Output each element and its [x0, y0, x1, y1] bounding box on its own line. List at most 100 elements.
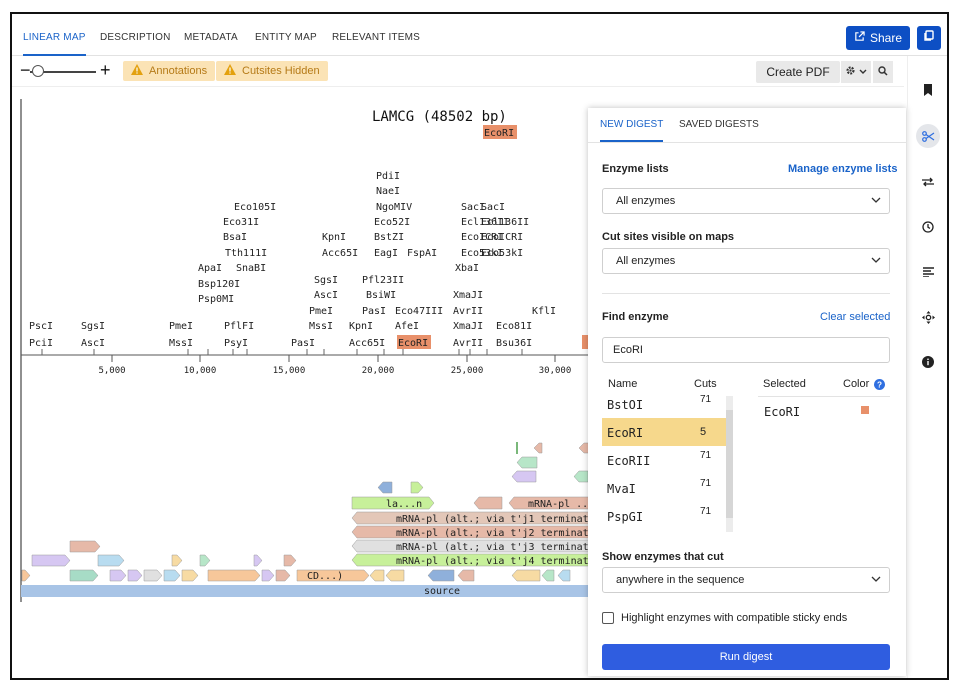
selected-enzyme-color-swatch[interactable]	[861, 406, 869, 414]
tab-linear-map[interactable]: LINEAR MAP	[23, 14, 86, 56]
copy-button[interactable]	[917, 26, 941, 50]
zoom-slider-handle[interactable]	[32, 65, 44, 77]
enzyme-label: Eco53kI	[461, 248, 503, 259]
clear-selected-link[interactable]: Clear selected	[820, 311, 891, 323]
chevron-down-icon	[859, 66, 867, 78]
enzyme-label: SacI	[461, 202, 485, 213]
cut-sites-value: All enzymes	[616, 255, 676, 267]
cutsites-toggle[interactable]: Cutsites Hidden	[216, 61, 328, 81]
enzyme-label: Pfl23II	[362, 275, 404, 286]
swap-icon[interactable]	[916, 170, 940, 194]
help-icon[interactable]: ?	[874, 377, 885, 395]
enzyme-label: SacI	[481, 202, 505, 213]
enzyme-name: PspGI	[607, 510, 644, 524]
tab-metadata[interactable]: METADATA	[184, 32, 238, 43]
highlight-sticky-ends-checkbox[interactable]	[602, 612, 614, 624]
zoom-out-icon[interactable]: −	[20, 60, 31, 80]
enzyme-label: NgoMIV	[376, 202, 412, 213]
enzyme-label: XmaJI	[453, 290, 483, 301]
enzyme-name: BstOI	[607, 398, 644, 412]
show-enzymes-select[interactable]: anywhere in the sequence	[602, 567, 890, 593]
scroll-thumb[interactable]	[726, 410, 733, 518]
enzyme-row[interactable]: MvaI 71	[602, 474, 726, 502]
feature-arrow	[541, 569, 555, 582]
enzyme-label: SgsI	[314, 275, 338, 286]
tab-new-digest[interactable]: NEW DIGEST	[600, 108, 664, 142]
feature-mrna-alt	[351, 539, 593, 553]
enzyme-list-select[interactable]: All enzymes	[602, 188, 890, 214]
move-arrows-icon[interactable]	[916, 305, 940, 329]
col-color-header: Color	[843, 378, 870, 390]
feature-source	[21, 585, 591, 597]
enzyme-label: PscI	[29, 321, 53, 332]
enzyme-cuts: 5	[700, 426, 707, 438]
feature-arrow	[511, 569, 541, 582]
enzyme-name: EcoRI	[607, 426, 644, 440]
tab-description[interactable]: DESCRIPTION	[100, 32, 171, 43]
enzyme-label: KflI	[532, 306, 556, 317]
cut-sites-select[interactable]: All enzymes	[602, 248, 890, 274]
feature-mrna-alt	[351, 511, 593, 525]
digest-panel: NEW DIGEST SAVED DIGESTS Enzyme lists Ma…	[588, 108, 906, 676]
feature-arrow	[21, 569, 31, 582]
zoom-in-icon[interactable]: +	[100, 60, 111, 80]
warning-icon	[224, 64, 236, 78]
feature-arrow	[533, 442, 543, 454]
feature-label: mRNA-pl (alt.; via t'j1 terminato	[396, 514, 595, 525]
settings-dropdown-button[interactable]	[841, 61, 871, 83]
external-link-icon	[854, 31, 865, 45]
create-pdf-button[interactable]: Create PDF	[756, 61, 840, 83]
feature-mrna-alt	[351, 553, 593, 567]
feature-arrow	[69, 540, 101, 553]
search-button[interactable]	[873, 61, 893, 83]
enzyme-label: KpnI	[349, 321, 373, 332]
info-icon[interactable]	[916, 350, 940, 374]
run-digest-button[interactable]: Run digest	[602, 644, 890, 670]
enzyme-name: EcoRII	[607, 454, 651, 468]
enzyme-highlight-box	[483, 125, 517, 139]
copy-icon	[923, 29, 935, 47]
tab-relevant-items[interactable]: RELEVANT ITEMS	[332, 32, 421, 43]
share-label: Share	[869, 31, 903, 45]
bookmark-icon[interactable]	[916, 78, 940, 102]
tab-entity-map[interactable]: ENTITY MAP	[255, 32, 317, 43]
enzyme-lists-label: Enzyme lists	[602, 163, 669, 175]
enzyme-label: AfeI	[395, 321, 419, 332]
enzyme-label: EcoRI	[484, 128, 514, 139]
enzyme-row[interactable]: BstOI 71	[602, 390, 726, 418]
feature-label: mRNA-pl (alt.; via t'j2 terminato	[396, 528, 595, 539]
linear-map[interactable]: LAMCG (48502 bp) 5,000 10,000 15,000 20,000…	[12, 86, 904, 678]
enzyme-list-scrollbar[interactable]	[726, 396, 733, 532]
zoom-slider[interactable]	[30, 71, 96, 73]
enzyme-highlight-box	[582, 335, 590, 349]
enzyme-label: ApaI	[198, 263, 222, 274]
manage-enzyme-lists-link[interactable]: Manage enzyme lists	[788, 163, 898, 175]
share-button[interactable]: Share	[846, 26, 910, 50]
enzyme-row[interactable]: EcoRII 71	[602, 446, 726, 474]
feature-mrna-pl	[508, 496, 590, 510]
find-enzyme-input[interactable]	[602, 337, 890, 363]
enzyme-label: BstZI	[374, 232, 404, 243]
text-align-icon[interactable]	[916, 260, 940, 284]
enzyme-label: PciI	[29, 338, 53, 349]
feature-arrow	[109, 569, 127, 582]
annotations-toggle[interactable]: Annotations	[123, 61, 216, 81]
enzyme-row-selected[interactable]: EcoRI 5	[602, 418, 726, 446]
enzyme-name: MvaI	[607, 482, 636, 496]
enzyme-cuts: 71	[700, 478, 712, 489]
feature-label: source	[424, 586, 460, 597]
feature-arrow	[181, 569, 199, 582]
ruler-tick-label: 5,000	[98, 366, 125, 376]
enzyme-row[interactable]: PspGI 71	[602, 502, 726, 530]
feature-arrow	[511, 470, 537, 483]
warning-icon	[131, 64, 143, 78]
enzyme-label: Eco47III	[395, 306, 443, 317]
scissors-icon[interactable]	[916, 124, 940, 148]
feature-label: mRNA-pl (alt.; via t'j4 terminato	[396, 556, 595, 567]
gear-icon	[845, 65, 856, 79]
tab-saved-digests[interactable]: SAVED DIGESTS	[679, 119, 759, 130]
col-name-header: Name	[608, 378, 638, 390]
enzyme-label: Eco105I	[234, 202, 276, 213]
history-clock-icon[interactable]	[916, 215, 940, 239]
enzyme-highlight-box	[397, 335, 431, 349]
